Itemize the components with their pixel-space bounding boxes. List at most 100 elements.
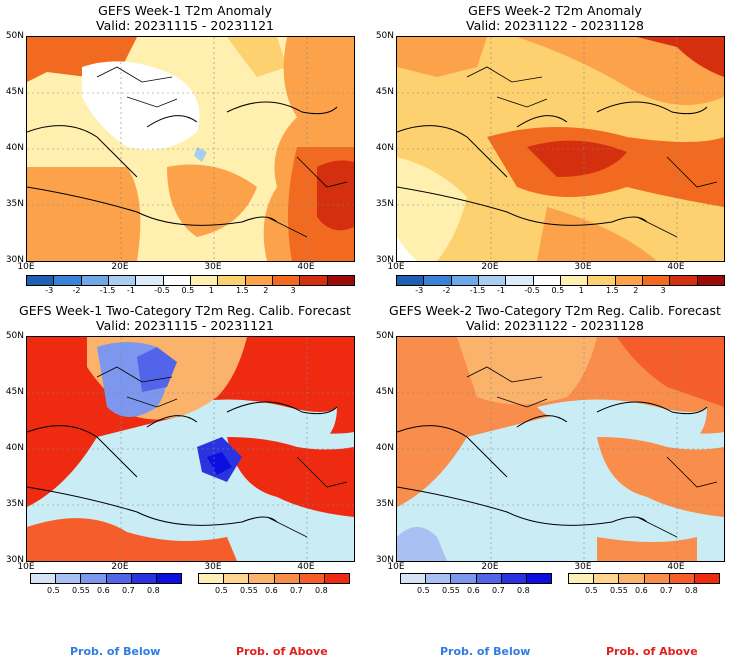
latitude-label: 30N bbox=[375, 255, 394, 265]
anomaly-colorbar-week1 bbox=[26, 275, 355, 286]
panel-valid-dates: Valid: 20231115 - 20231121 bbox=[95, 18, 274, 33]
colorbar-tick-label: 0.6 bbox=[97, 586, 110, 595]
longitude-label: 30E bbox=[574, 262, 592, 272]
below-colorbar-week1 bbox=[30, 573, 182, 584]
prob-below-label: Prob. of Below bbox=[440, 645, 531, 658]
longitude-label: 30E bbox=[204, 562, 222, 572]
colorbar-swatch bbox=[594, 574, 620, 583]
colorbar-swatch bbox=[644, 574, 670, 583]
colorbar-tick-label: 1.5 bbox=[606, 286, 619, 295]
colorbar-swatch bbox=[199, 574, 225, 583]
colorbar-tick-label: -1 bbox=[127, 286, 135, 295]
colorbar-swatch bbox=[156, 574, 182, 583]
panel-title: GEFS Week-1 T2m Anomaly bbox=[98, 3, 272, 18]
longitude-label: 20E bbox=[481, 562, 499, 572]
colorbar-swatch bbox=[588, 276, 616, 285]
colorbar-tick-label: -2 bbox=[72, 286, 81, 295]
colorbar-tick-label: 2 bbox=[263, 286, 269, 295]
longitude-label: 10E bbox=[387, 262, 405, 272]
latitude-label: 50N bbox=[375, 331, 394, 341]
latitude-label: 45N bbox=[5, 387, 24, 397]
latitude-label: 45N bbox=[375, 87, 394, 97]
above-colorbar-week2 bbox=[568, 573, 720, 584]
colorbar-swatch bbox=[501, 574, 527, 583]
prob-above-label: Prob. of Above bbox=[606, 645, 698, 658]
colorbar-tick-label: 0.7 bbox=[290, 586, 303, 595]
longitude-label: 10E bbox=[17, 562, 35, 572]
colorbar-swatch bbox=[669, 574, 695, 583]
colorbar-swatch bbox=[694, 574, 720, 583]
colorbar-swatch bbox=[397, 276, 425, 285]
latitude-label: 45N bbox=[5, 87, 24, 97]
colorbar-swatch bbox=[163, 276, 191, 285]
colorbar-tick-label: 1.5 bbox=[236, 286, 249, 295]
colorbar-swatch bbox=[299, 574, 325, 583]
anomaly-colorbar-week2 bbox=[396, 275, 725, 286]
colorbar-tick-label: 2 bbox=[633, 286, 639, 295]
longitude-label: 10E bbox=[17, 262, 35, 272]
colorbar-swatch bbox=[533, 276, 561, 285]
colorbar-tick-label: 0.55 bbox=[240, 586, 258, 595]
colorbar-swatch bbox=[324, 574, 350, 583]
colorbar-tick-label: 0.5 bbox=[181, 286, 195, 295]
colorbar-swatch bbox=[619, 574, 645, 583]
colorbar-tick-label: -0.5 bbox=[154, 286, 170, 295]
colorbar-swatch bbox=[327, 276, 354, 285]
latitude-label: 30N bbox=[5, 555, 24, 565]
colorbar-tick-label: 0.7 bbox=[492, 586, 505, 595]
panel-title: GEFS Week-2 Two-Category T2m Reg. Calib.… bbox=[389, 303, 721, 318]
colorbar-tick-label: 0.8 bbox=[147, 586, 160, 595]
colorbar-swatch bbox=[506, 276, 534, 285]
colorbar-swatch bbox=[478, 276, 507, 285]
colorbar-tick-label: -1.5 bbox=[469, 286, 486, 295]
colorbar-swatch bbox=[81, 574, 107, 583]
colorbar-swatch bbox=[476, 574, 502, 583]
longitude-label: 20E bbox=[111, 562, 129, 572]
colorbar-swatch bbox=[274, 574, 300, 583]
longitude-label: 40E bbox=[297, 562, 315, 572]
colorbar-swatch bbox=[424, 276, 452, 285]
latitude-label: 35N bbox=[5, 499, 24, 509]
colorbar-swatch bbox=[56, 574, 82, 583]
colorbar-tick-label: -2 bbox=[442, 286, 451, 295]
colorbar-tick-label: 0.8 bbox=[315, 586, 328, 595]
longitude-label: 10E bbox=[387, 562, 405, 572]
latitude-label: 50N bbox=[5, 331, 24, 341]
colorbar-swatch bbox=[569, 574, 595, 583]
panel-valid-dates: Valid: 20231122 - 20231128 bbox=[465, 18, 644, 33]
colorbar-swatch bbox=[136, 276, 164, 285]
longitude-label: 30E bbox=[574, 562, 592, 572]
latitude-label: 40N bbox=[5, 143, 24, 153]
colorbar-tick-label: 0.5 bbox=[551, 286, 565, 295]
below-colorbar-week2 bbox=[400, 573, 552, 584]
colorbar-swatch bbox=[300, 276, 328, 285]
colorbar-swatch bbox=[560, 276, 589, 285]
colorbar-tick-label: 0.8 bbox=[685, 586, 698, 595]
colorbar-tick-label: 1 bbox=[578, 286, 584, 295]
colorbar-tick-label: 3 bbox=[290, 286, 296, 295]
above-colorbar-week1 bbox=[198, 573, 350, 584]
colorbar-tick-label: 0.6 bbox=[635, 586, 648, 595]
latitude-label: 40N bbox=[375, 143, 394, 153]
colorbar-tick-label: 0.55 bbox=[72, 586, 90, 595]
prob-above-label: Prob. of Above bbox=[236, 645, 328, 658]
colorbar-swatch bbox=[31, 574, 57, 583]
colorbar-swatch bbox=[81, 276, 109, 285]
latitude-label: 40N bbox=[375, 443, 394, 453]
colorbar-swatch bbox=[131, 574, 157, 583]
colorbar-swatch bbox=[451, 276, 479, 285]
latitude-label: 30N bbox=[375, 555, 394, 565]
colorbar-swatch bbox=[670, 276, 698, 285]
panel-valid-dates: Valid: 20231115 - 20231121 bbox=[95, 318, 274, 333]
colorbar-tick-label: 0.5 bbox=[417, 586, 430, 595]
colorbar-tick-label: 0.5 bbox=[47, 586, 60, 595]
map-week1-probability bbox=[26, 336, 355, 562]
colorbar-tick-label: 0.7 bbox=[122, 586, 135, 595]
colorbar-swatch bbox=[615, 276, 643, 285]
colorbar-swatch bbox=[451, 574, 477, 583]
map-week1-anomaly bbox=[26, 36, 355, 262]
colorbar-swatch bbox=[426, 574, 452, 583]
colorbar-tick-label: 0.6 bbox=[467, 586, 480, 595]
colorbar-swatch bbox=[54, 276, 82, 285]
longitude-label: 20E bbox=[481, 262, 499, 272]
